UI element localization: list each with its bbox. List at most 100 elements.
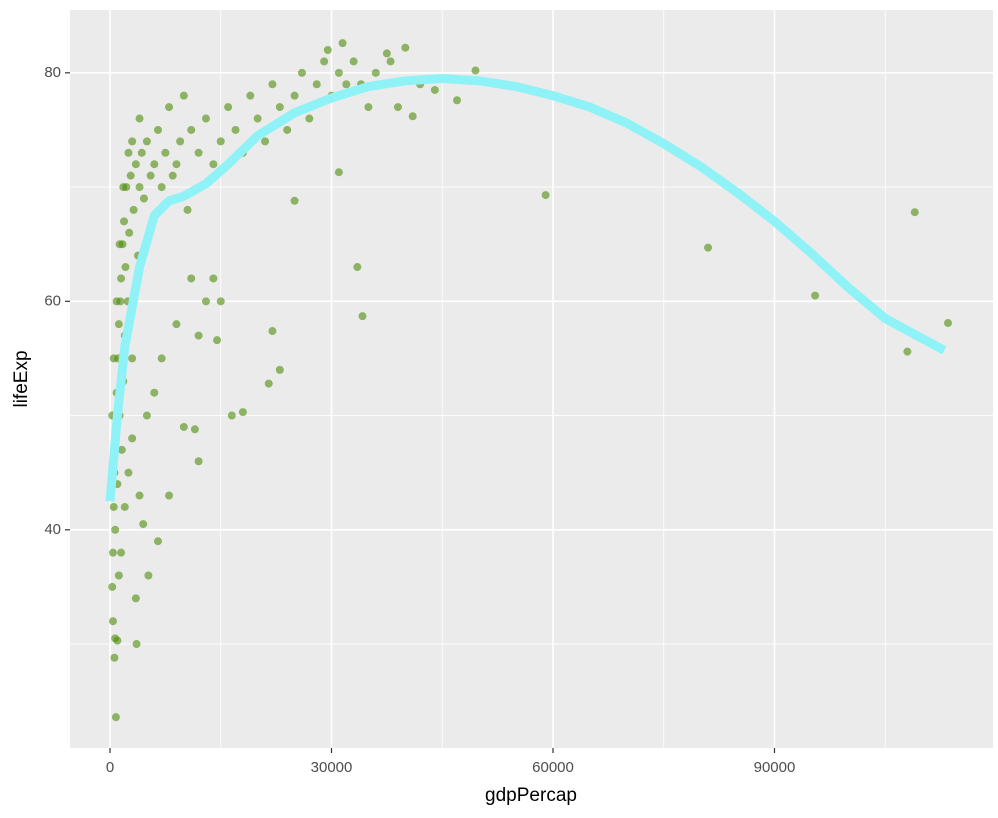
point bbox=[139, 194, 148, 203]
point bbox=[349, 57, 358, 66]
point bbox=[117, 445, 126, 454]
point bbox=[126, 171, 135, 180]
point bbox=[142, 137, 151, 146]
point bbox=[157, 354, 166, 363]
point bbox=[471, 66, 480, 75]
point bbox=[194, 331, 203, 340]
point bbox=[238, 408, 247, 417]
point bbox=[176, 137, 185, 146]
point bbox=[132, 640, 141, 649]
panel bbox=[70, 10, 993, 748]
point bbox=[142, 411, 151, 420]
point bbox=[811, 291, 820, 300]
point bbox=[353, 263, 362, 272]
point bbox=[121, 263, 130, 272]
point bbox=[157, 183, 166, 192]
point bbox=[213, 336, 222, 345]
point bbox=[131, 160, 140, 169]
point bbox=[135, 114, 144, 123]
point bbox=[201, 297, 210, 306]
point bbox=[194, 148, 203, 157]
point bbox=[108, 548, 117, 557]
point bbox=[135, 183, 144, 192]
point bbox=[290, 196, 299, 205]
point bbox=[209, 274, 218, 283]
x-tick-label: 90000 bbox=[754, 759, 796, 776]
point bbox=[124, 468, 133, 477]
point bbox=[150, 388, 159, 397]
point bbox=[334, 68, 343, 77]
y-tick-label: 40 bbox=[44, 521, 61, 538]
point bbox=[297, 68, 306, 77]
point bbox=[201, 114, 210, 123]
point bbox=[275, 103, 284, 112]
point bbox=[401, 43, 410, 52]
point bbox=[117, 274, 126, 283]
point bbox=[224, 103, 233, 112]
y-tick-label: 80 bbox=[44, 64, 61, 81]
point bbox=[364, 103, 373, 112]
point bbox=[172, 320, 181, 329]
point bbox=[128, 137, 137, 146]
point bbox=[129, 205, 138, 214]
point bbox=[453, 96, 462, 105]
point bbox=[109, 502, 118, 511]
point bbox=[408, 112, 417, 121]
point bbox=[108, 617, 117, 626]
point bbox=[153, 125, 162, 134]
point bbox=[153, 537, 162, 546]
point bbox=[283, 125, 292, 134]
point bbox=[386, 57, 395, 66]
point bbox=[393, 103, 402, 112]
point bbox=[231, 125, 240, 134]
point bbox=[108, 582, 117, 591]
point bbox=[135, 491, 144, 500]
point bbox=[115, 240, 124, 249]
point bbox=[323, 45, 332, 54]
point bbox=[264, 379, 273, 388]
point bbox=[190, 425, 199, 434]
x-tick-label: 30000 bbox=[311, 759, 353, 776]
point bbox=[903, 347, 912, 356]
point bbox=[109, 354, 118, 363]
point bbox=[146, 171, 155, 180]
point bbox=[112, 297, 121, 306]
point bbox=[168, 171, 177, 180]
point bbox=[358, 312, 367, 321]
point bbox=[172, 160, 181, 169]
point bbox=[209, 160, 218, 169]
point bbox=[194, 457, 203, 466]
point bbox=[110, 653, 119, 662]
point bbox=[131, 594, 140, 603]
point bbox=[382, 49, 391, 58]
point bbox=[275, 365, 284, 374]
y-tick-label: 60 bbox=[44, 292, 61, 309]
point bbox=[119, 183, 128, 192]
point bbox=[253, 114, 262, 123]
point bbox=[268, 327, 277, 336]
point bbox=[342, 80, 351, 89]
point bbox=[113, 636, 122, 645]
point bbox=[312, 80, 321, 89]
point bbox=[187, 125, 196, 134]
point bbox=[120, 502, 129, 511]
point bbox=[246, 91, 255, 100]
point bbox=[150, 160, 159, 169]
point bbox=[165, 103, 174, 112]
point bbox=[114, 320, 123, 329]
point bbox=[268, 80, 277, 89]
x-tick-label: 60000 bbox=[532, 759, 574, 776]
point bbox=[944, 319, 953, 328]
point bbox=[144, 571, 153, 580]
y-axis-title: lifeExp bbox=[11, 350, 32, 407]
point bbox=[128, 434, 137, 443]
point bbox=[120, 217, 129, 226]
point bbox=[910, 208, 919, 217]
point bbox=[227, 411, 236, 420]
point bbox=[183, 205, 192, 214]
point bbox=[261, 137, 270, 146]
point bbox=[128, 354, 137, 363]
point bbox=[320, 57, 329, 66]
point bbox=[124, 148, 133, 157]
